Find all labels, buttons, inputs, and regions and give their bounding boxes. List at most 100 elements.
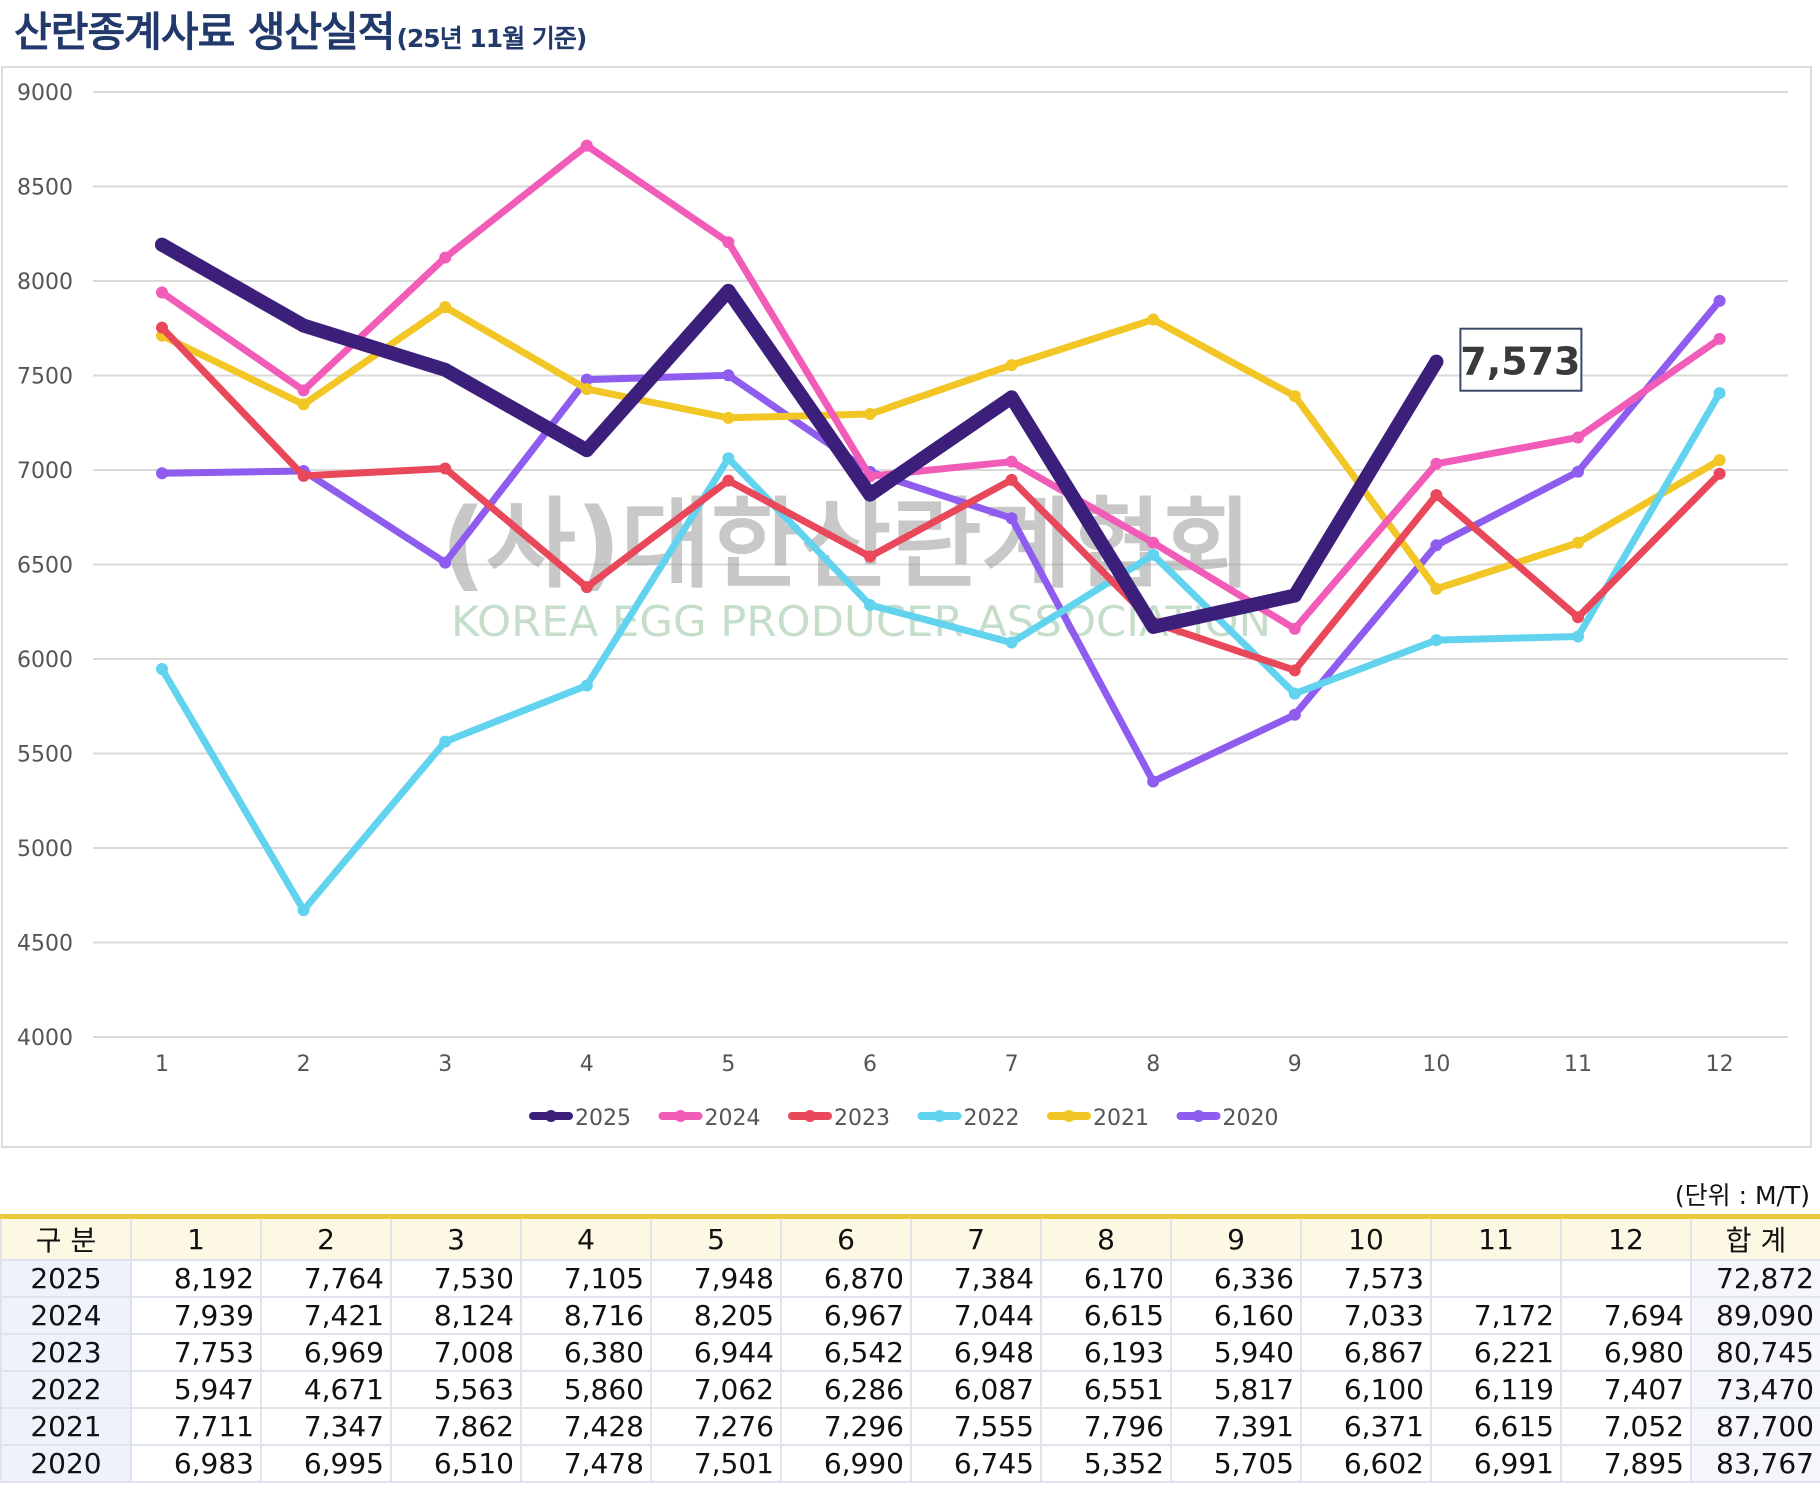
data-point-2025 [1429,354,1444,369]
legend-label: 2022 [964,1106,1020,1131]
month-value-cell: 7,711 [130,1407,262,1446]
header-month: 3 [390,1215,522,1261]
y-tick-label: 7000 [17,459,73,484]
row-year: 2023 [0,1333,132,1372]
legend-marker [674,1110,687,1122]
data-point-2021 [439,301,452,314]
legend-label: 2021 [1093,1106,1149,1131]
legend-item-2022: 2022 [917,1106,1020,1131]
data-point-2020 [439,556,452,569]
month-value-cell: 7,428 [520,1407,652,1446]
x-tick-label: 11 [1564,1052,1592,1077]
month-value-cell: 7,407 [1560,1370,1692,1409]
x-tick-label: 9 [1288,1052,1302,1077]
month-value-cell: 7,862 [390,1407,522,1446]
data-point-2022 [864,598,876,611]
x-tick-label: 8 [1146,1052,1160,1077]
month-value-cell: 8,192 [130,1259,262,1298]
row-total: 87,700 [1690,1407,1820,1446]
data-point-2023 [722,474,735,487]
y-tick-label: 6500 [17,554,73,579]
y-tick-label: 7500 [17,365,73,390]
data-point-2025 [1004,390,1019,405]
data-point-2022 [156,663,168,676]
data-point-2021 [722,411,735,424]
month-value-cell: 6,983 [130,1444,262,1483]
data-point-2022 [722,452,735,465]
month-value-cell: 6,944 [650,1333,782,1372]
legend-marker [1192,1110,1205,1122]
row-total: 72,872 [1690,1259,1820,1298]
data-point-2023 [297,469,310,482]
data-point-2025 [579,443,594,458]
data-point-2024 [156,286,168,299]
month-value-cell: 6,870 [780,1259,912,1298]
data-point-2022 [297,904,310,917]
data-point-2025 [1146,619,1161,634]
month-value-cell: 6,615 [1430,1407,1562,1446]
data-point-2024 [1147,536,1160,549]
data-point-2021 [297,398,310,411]
month-value-cell: 6,221 [1430,1333,1562,1372]
data-point-2023 [580,581,593,594]
month-value-cell: 7,391 [1170,1407,1302,1446]
header-total: 합 계 [1690,1215,1820,1261]
chart-container: 9000 8500 8000 7500 7000 6500 6000 5500 5000 4500… [1,66,1812,1148]
data-point-2024 [1005,455,1018,468]
row-year: 2022 [0,1370,132,1409]
title-main: 산란종계사료 생산실적 [14,8,395,56]
month-value-cell: 7,573 [1300,1259,1432,1298]
x-tick-label: 6 [863,1052,877,1077]
data-point-2021 [1005,359,1018,372]
legend-label: 2024 [705,1106,761,1131]
month-value-cell: 7,062 [650,1370,782,1409]
data-point-2022 [1005,636,1018,649]
data-point-2023 [1713,467,1726,480]
month-value-cell: 7,694 [1560,1296,1692,1335]
table-row: 2021 7,711 7,347 7,862 7,428 7,276 7,296 7,555 7… [0,1407,1820,1446]
x-tick-label: 12 [1706,1052,1734,1077]
month-value-cell: 6,193 [1040,1333,1172,1372]
month-value-cell: 6,551 [1040,1370,1172,1409]
month-value-cell: 7,172 [1430,1296,1562,1335]
data-point-2025 [863,487,877,502]
data-point-2023 [1288,664,1301,677]
data-point-2024 [580,139,593,152]
month-value-cell: 7,044 [910,1296,1042,1335]
month-value-cell: 6,371 [1300,1407,1432,1446]
row-year: 2025 [0,1259,132,1298]
data-table: 구 분 1 2 3 4 5 6 7 8 9 10 11 12 합 계 2025 8,192 7,764 7,53… [0,1214,1820,1483]
row-total: 80,745 [1690,1333,1820,1372]
table-row: 2024 7,939 7,421 8,124 8,716 8,205 6,967 7,044 6… [0,1296,1820,1335]
row-total: 73,470 [1690,1370,1820,1409]
header-month: 1 [130,1215,262,1261]
legend-marker [804,1110,816,1122]
data-point-2025 [296,318,311,333]
month-value-cell: 7,939 [130,1296,262,1335]
x-tick-label: 4 [580,1052,594,1077]
y-tick-label: 5000 [17,837,73,862]
data-point-2023 [864,550,876,563]
month-value-cell: 8,205 [650,1296,782,1335]
month-value-cell: 7,501 [650,1444,782,1483]
header-month: 11 [1430,1215,1562,1261]
legend-marker [545,1110,557,1122]
header-month: 7 [910,1215,1042,1261]
data-point-2021 [1288,390,1301,403]
month-value-cell: 7,948 [650,1259,782,1298]
data-point-2021 [864,408,876,421]
month-value-cell: 6,995 [260,1444,392,1483]
month-value-cell [1430,1259,1562,1298]
y-tick-label: 6000 [17,648,73,673]
month-value-cell: 7,276 [650,1407,782,1446]
month-value-cell: 6,542 [780,1333,912,1372]
y-tick-label: 8000 [17,270,73,295]
data-point-2020 [156,467,168,480]
data-point-2021 [1430,582,1443,595]
month-value-cell: 7,008 [390,1333,522,1372]
y-tick-label: 4500 [17,932,73,957]
month-value-cell: 5,563 [390,1370,522,1409]
month-value-cell: 7,753 [130,1333,262,1372]
y-tick-label: 9000 [17,81,73,106]
month-value-cell: 5,352 [1040,1444,1172,1483]
